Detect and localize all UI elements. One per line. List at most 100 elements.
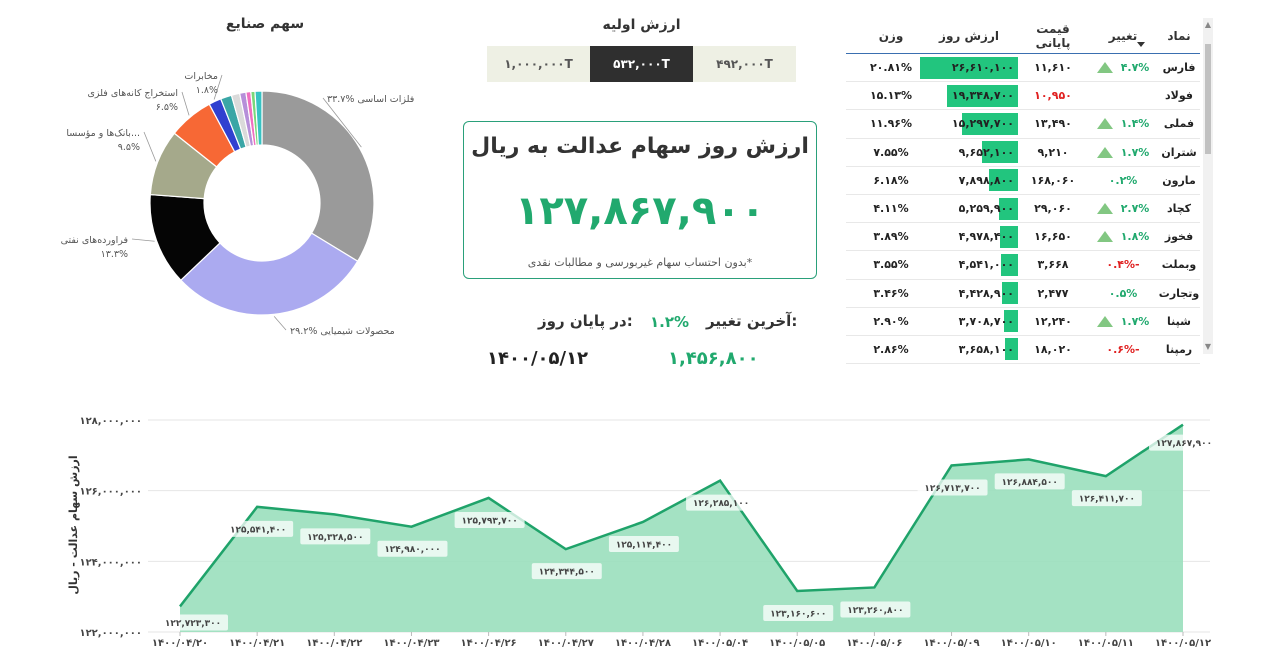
cell-day-value: ۷,۸۹۸,۸۰۰	[920, 169, 1018, 192]
value-text: ۴,۵۴۱,۰۰۰	[958, 258, 1014, 272]
donut-label: ۲۹.۲% محصولات شیمیایی	[290, 326, 395, 337]
value-bar	[920, 56, 1018, 79]
point-label: ۱۲۵,۳۲۸,۵۰۰	[307, 533, 363, 543]
table-row[interactable]: فارس ۴.۷% ۱۱,۶۱۰ ۲۶,۶۱۰,۱۰۰ ۲۰.۸۱%	[846, 54, 1200, 83]
table-row[interactable]: وبملت -۰.۴% ۳,۶۶۸ ۴,۵۴۱,۰۰۰ ۳.۵۵%	[846, 251, 1200, 280]
table-row[interactable]: فملی ۱.۴% ۱۳,۴۹۰ ۱۵,۲۹۷,۷۰۰ ۱۱.۹۶%	[846, 110, 1200, 139]
cell-change: ۱.۴%	[1088, 117, 1158, 130]
x-tick-label: ۱۴۰۰/۰۵/۱۰	[1001, 638, 1057, 649]
cell-final-price: ۲۹,۰۶۰	[1034, 202, 1072, 216]
end-of-day-label: در پایان روز:	[538, 312, 633, 330]
donut-leader-line	[273, 316, 287, 331]
y-axis-label: ارزش سهام عدالت - ریال	[67, 455, 80, 594]
cell-change: -۰.۶%	[1088, 343, 1158, 356]
point-label-bg	[300, 528, 371, 545]
point-label: ۱۲۶,۲۸۵,۱۰۰	[693, 499, 749, 509]
cell-change: ۰.۵%	[1088, 287, 1158, 300]
header-change[interactable]: تغییر	[1108, 28, 1138, 43]
table-row[interactable]: شتران ۱.۷% ۹,۲۱۰ ۹,۶۵۲,۱۰۰ ۷.۵۵%	[846, 139, 1200, 167]
table-row[interactable]: مارون ۰.۲% ۱۶۸,۰۶۰ ۷,۸۹۸,۸۰۰ ۶.۱۸%	[846, 167, 1200, 195]
table-scrollbar[interactable]: ▲ ▼	[1203, 18, 1213, 354]
tab-initial-value-1m[interactable]: ۱,۰۰۰,۰۰۰T	[487, 46, 590, 82]
scroll-up-icon[interactable]: ▲	[1204, 20, 1212, 29]
point-label-bg	[158, 614, 228, 631]
donut-label-pct: ۶.۵%	[156, 102, 178, 113]
series-line	[179, 423, 1184, 608]
header-day-value[interactable]: ارزش روز	[939, 28, 999, 43]
donut-label: فراورده‌های نفتی	[61, 235, 128, 246]
change-text: ۱.۸%	[1120, 230, 1150, 244]
x-tick-label: ۱۴۰۰/۰۴/۲۷	[538, 638, 594, 649]
table-row[interactable]: فولاد ۱۰,۹۵۰ ۱۹,۳۴۸,۷۰۰ ۱۵.۱۳%	[846, 82, 1200, 111]
cell-weight: ۱۱.۹۶%	[869, 117, 913, 131]
last-price: ۱,۴۵۶,۸۰۰	[668, 348, 759, 369]
value-text: ۵,۲۵۹,۹۰۰	[958, 202, 1014, 216]
donut-slice[interactable]	[261, 90, 375, 263]
value-text: ۲۶,۶۱۰,۱۰۰	[951, 61, 1014, 75]
y-tick-label: ۱۲۲,۰۰۰,۰۰۰	[79, 628, 142, 639]
y-tick-label: ۱۲۸,۰۰۰,۰۰۰	[79, 416, 142, 427]
cell-day-value: ۴,۵۴۱,۰۰۰	[920, 253, 1018, 276]
scroll-down-icon[interactable]: ▼	[1204, 342, 1212, 351]
point-label: ۱۲۷,۸۶۷,۹۰۰	[1156, 439, 1212, 449]
tab-initial-value-492k[interactable]: ۴۹۲,۰۰۰T	[693, 46, 796, 82]
cell-final-price: ۱۶۸,۰۶۰	[1030, 173, 1076, 187]
triangle-up-icon	[1096, 146, 1113, 158]
table-header: نماد تغییر قیمت پایانی ارزش روز وزن	[846, 18, 1200, 54]
value-text: ۴,۹۷۸,۴۰۰	[958, 230, 1014, 244]
x-tick-label: ۱۴۰۰/۰۴/۲۲	[306, 638, 362, 649]
card-title: ارزش روز سهام عدالت به ریال	[471, 134, 809, 159]
sort-desc-icon[interactable]	[1137, 42, 1145, 47]
table-row[interactable]: شپنا ۱.۷% ۱۲,۲۴۰ ۳,۷۰۸,۷۰۰ ۲.۹۰%	[846, 308, 1200, 336]
header-symbol[interactable]: نماد	[1167, 28, 1191, 43]
table-body: فارس ۴.۷% ۱۱,۶۱۰ ۲۶,۶۱۰,۱۰۰ ۲۰.۸۱% فولاد ۱۰,۹۵…	[846, 54, 1200, 365]
donut-label: ۳۳.۷% فلزات اساسی	[327, 94, 414, 105]
cell-symbol: رمپنا	[1165, 342, 1193, 356]
donut-leader-line	[131, 238, 155, 242]
value-bar	[988, 169, 1018, 192]
table-row[interactable]: فخوز ۱.۸% ۱۶,۶۵۰ ۴,۹۷۸,۴۰۰ ۳.۸۹%	[846, 223, 1200, 252]
point-label: ۱۲۴,۳۴۴,۵۰۰	[539, 568, 595, 578]
value-bar	[1004, 338, 1018, 361]
tab-initial-value-532k[interactable]: ۵۳۲,۰۰۰T	[590, 46, 693, 82]
point-label-bg	[531, 563, 602, 580]
donut-slice[interactable]	[179, 232, 359, 316]
y-tick-label: ۱۲۶,۰۰۰,۰۰۰	[79, 487, 142, 498]
cell-final-price: ۱۰,۹۵۰	[1034, 89, 1072, 103]
cell-change: ۴.۷%	[1088, 61, 1158, 74]
cell-weight: ۳.۸۹%	[873, 230, 909, 244]
cell-day-value: ۳,۶۵۸,۱۰۰	[920, 338, 1018, 361]
cell-symbol: وبملت	[1161, 258, 1197, 272]
point-label-bg	[840, 601, 911, 618]
point-label: ۱۲۴,۹۸۰,۰۰۰	[384, 545, 440, 555]
point-label-bg	[454, 511, 525, 528]
initial-value-title: ارزش اولیه	[602, 17, 681, 33]
point-label-bg	[223, 520, 294, 537]
donut-label: استخراج کانه‌های فلزی	[87, 88, 178, 99]
scroll-thumb[interactable]	[1205, 44, 1211, 154]
point-label: ۱۲۳,۱۶۰,۶۰۰	[770, 609, 826, 619]
industries-donut-chart: ۳۳.۷% فلزات اساسی ۲۹.۲% محصولات شیمیایی فر…	[61, 71, 415, 337]
cell-final-price: ۱۸,۰۲۰	[1034, 342, 1072, 356]
change-text: ۰.۵%	[1108, 286, 1138, 300]
point-label: ۱۲۵,۱۱۴,۴۰۰	[616, 540, 672, 550]
cell-day-value: ۲۶,۶۱۰,۱۰۰	[920, 56, 1018, 79]
cell-day-value: ۱۹,۳۴۸,۷۰۰	[920, 84, 1018, 107]
point-label-bg	[994, 473, 1065, 490]
table-row[interactable]: کچاد ۲.۷% ۲۹,۰۶۰ ۵,۲۵۹,۹۰۰ ۴.۱۱%	[846, 195, 1200, 224]
change-text: ۱.۷%	[1120, 314, 1150, 328]
point-label-bg	[377, 540, 448, 557]
donut-leader-line	[322, 97, 362, 148]
cell-change: ۲.۷%	[1088, 202, 1158, 215]
table-row[interactable]: وتجارت ۰.۵% ۲,۴۷۷ ۴,۴۲۸,۹۰۰ ۳.۴۶%	[846, 280, 1200, 308]
point-label: ۱۲۶,۸۸۴,۵۰۰	[1002, 478, 1058, 488]
donut-slice[interactable]	[254, 90, 263, 146]
cell-weight: ۱۵.۱۳%	[869, 89, 913, 103]
donut-label: مخابرات	[184, 71, 218, 82]
cell-symbol: مارون	[1162, 173, 1196, 187]
header-weight[interactable]: وزن	[878, 28, 904, 43]
header-final-price[interactable]: قیمت پایانی	[1035, 21, 1071, 50]
table-row[interactable]: رمپنا -۰.۶% ۱۸,۰۲۰ ۳,۶۵۸,۱۰۰ ۲.۸۶%	[846, 336, 1200, 365]
cell-final-price: ۱۲,۲۴۰	[1034, 314, 1072, 328]
cell-change: ۱.۷%	[1088, 315, 1158, 328]
